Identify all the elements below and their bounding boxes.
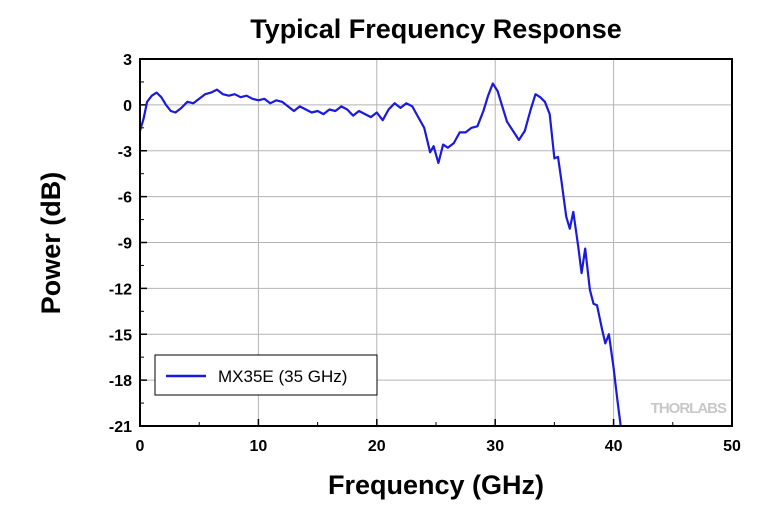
- y-tick-label: 3: [123, 52, 132, 69]
- x-tick-label: 40: [605, 438, 623, 455]
- x-tick-labels: 0 10 20 30 40 50: [136, 438, 741, 455]
- y-tick-label: -3: [118, 144, 132, 161]
- y-tick-label: 0: [123, 98, 132, 115]
- x-tick-label: 10: [250, 438, 268, 455]
- y-tick-labels: 3 0 -3 -6 -9 -12 -15 -18 -21: [109, 52, 132, 436]
- x-tick-label: 50: [723, 438, 741, 455]
- x-axis-title: Frequency (GHz): [328, 470, 544, 500]
- plot-frame: [139, 58, 733, 427]
- y-axis-title: Power (dB): [36, 172, 66, 315]
- y-tick-label: -18: [109, 373, 132, 390]
- series-line: [140, 82, 622, 426]
- y-tick-label: -6: [118, 190, 132, 207]
- series-group: [140, 82, 622, 426]
- chart-title: Typical Frequency Response: [250, 14, 622, 44]
- y-tick-label: -15: [109, 327, 132, 344]
- watermark-logo: THORLABS: [651, 400, 727, 417]
- x-tick-label: 0: [136, 438, 145, 455]
- x-tick-label: 30: [486, 438, 504, 455]
- y-tick-label: -12: [109, 281, 132, 298]
- x-tick-label: 20: [368, 438, 386, 455]
- y-tick-label: -9: [118, 236, 132, 253]
- legend-label: MX35E (35 GHz): [218, 367, 347, 386]
- y-tick-label: -21: [109, 419, 132, 436]
- legend: MX35E (35 GHz): [154, 354, 378, 396]
